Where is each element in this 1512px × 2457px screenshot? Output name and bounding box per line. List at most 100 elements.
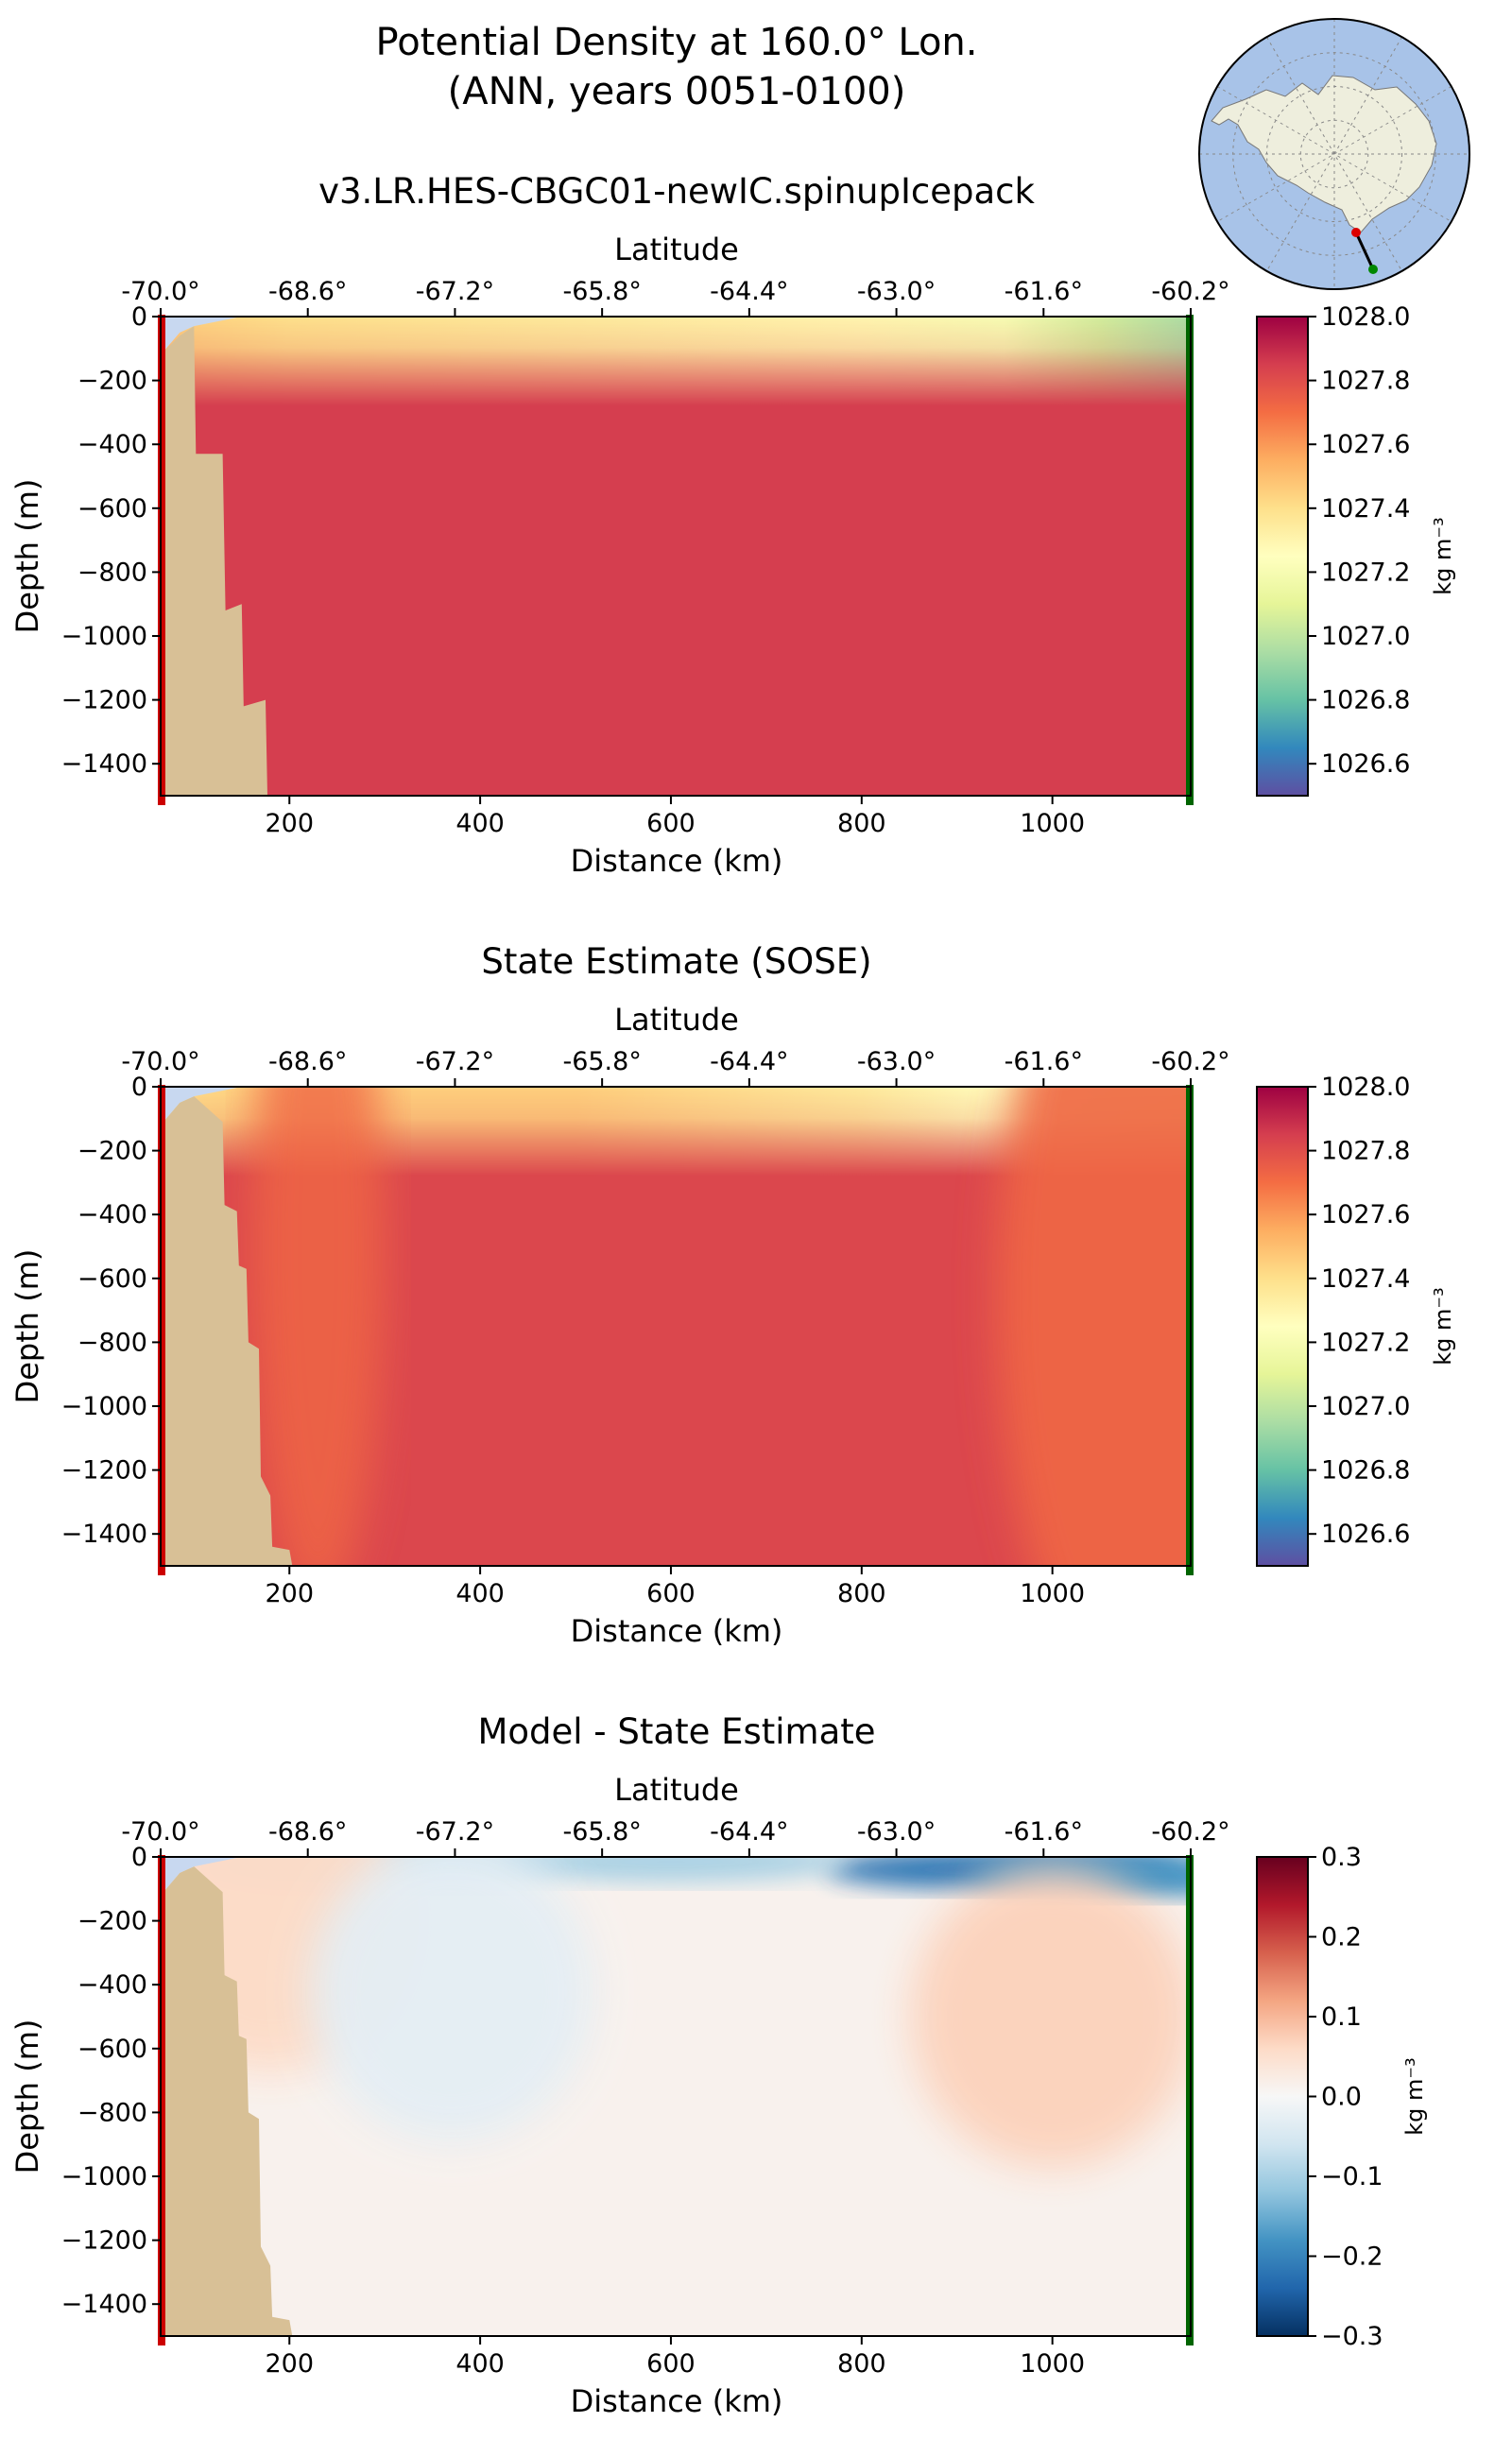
y-tick-label: −400 xyxy=(77,430,147,459)
latitude-axis-title: Latitude xyxy=(614,1002,739,1038)
y-axis-title: Depth (m) xyxy=(9,479,45,634)
lat-tick-label: -65.8° xyxy=(562,277,641,306)
chart-panel-3: Model - State Estimate Latitude 200 400 600 8… xyxy=(9,1711,1428,2419)
chart-panel-2: State Estimate (SOSE) Latitude 200 400 600 80… xyxy=(9,941,1456,1649)
density-field xyxy=(161,317,1191,796)
panel-title: v3.LR.HES-CBGC01-newIC.spinupIcepack xyxy=(318,171,1035,212)
lat-tick-label: -63.0° xyxy=(857,1817,936,1847)
figure-title-line1: Potential Density at 160.0° Lon. xyxy=(376,21,978,64)
colorbar-tick-label: 0.2 xyxy=(1321,1923,1362,1952)
lat-tick-label: -67.2° xyxy=(416,1817,494,1847)
section-line xyxy=(1354,232,1375,270)
colorbar-tick-label: 1027.8 xyxy=(1321,1137,1410,1166)
colorbar-gradient xyxy=(1256,1856,1309,2337)
y-tick-label: −800 xyxy=(77,558,147,587)
ice-shelf-gap xyxy=(161,317,242,355)
density-field xyxy=(161,1087,1191,1566)
x-tick-label: 400 xyxy=(455,2349,505,2379)
y-tick-label: −1400 xyxy=(61,1520,147,1549)
lat-tick-label: -61.6° xyxy=(1005,1817,1083,1847)
section-start-dot xyxy=(1351,228,1361,237)
bathymetry-shelf xyxy=(161,1866,293,2336)
panel-title: State Estimate (SOSE) xyxy=(481,941,871,982)
bathymetry-shelf xyxy=(161,326,267,796)
y-tick-label: −1200 xyxy=(61,1456,147,1486)
y-tick-label: −800 xyxy=(77,1328,147,1357)
y-tick-label: −600 xyxy=(77,1264,147,1294)
colorbar-tick-label: 1026.6 xyxy=(1321,1520,1410,1549)
x-tick-label: 1000 xyxy=(1020,809,1085,838)
colorbar-tick-label: 1026.8 xyxy=(1321,686,1410,715)
lat-tick-label: -63.0° xyxy=(857,277,936,306)
lat-tick-label: -60.2° xyxy=(1151,1047,1229,1076)
latitude-axis-title: Latitude xyxy=(614,232,739,267)
y-tick-label: −400 xyxy=(77,1970,147,2000)
x-tick-label: 800 xyxy=(837,1579,886,1608)
colorbar: 1028.0 1027.8 1027.6 1027.4 1027.2 1027.0 1026… xyxy=(1256,1073,1456,1567)
colorbar-tick-label: 0.1 xyxy=(1321,2002,1362,2032)
x-tick-label: 600 xyxy=(646,2349,696,2379)
x-tick-label: 600 xyxy=(646,809,696,838)
x-axis-title: Distance (km) xyxy=(571,1613,783,1649)
colorbar: 1028.0 1027.8 1027.6 1027.4 1027.2 1027.0 1026… xyxy=(1256,302,1456,797)
figure-title-line2: (ANN, years 0051-0100) xyxy=(448,70,906,113)
lat-tick-label: -67.2° xyxy=(416,277,494,306)
lat-tick-label: -60.2° xyxy=(1151,277,1229,306)
x-axis-title: Distance (km) xyxy=(571,2383,783,2419)
x-tick-label: 400 xyxy=(455,809,505,838)
colorbar-tick-label: 1028.0 xyxy=(1321,1073,1410,1102)
colorbar-units: kg m⁻³ xyxy=(1430,1287,1456,1365)
lat-tick-label: -68.6° xyxy=(268,1047,347,1076)
lat-tick-label: -70.0° xyxy=(121,277,199,306)
colorbar-tick-label: 1026.8 xyxy=(1321,1456,1410,1486)
difference-feature-6 xyxy=(910,1865,1191,2168)
colorbar-tick-label: −0.3 xyxy=(1321,2322,1383,2351)
colorbar-gradient xyxy=(1256,1086,1309,1567)
colorbar-units: kg m⁻³ xyxy=(1430,517,1456,594)
x-tick-label: 200 xyxy=(265,1579,314,1608)
ice-shelf-gap xyxy=(161,1087,242,1125)
lat-tick-label: -70.0° xyxy=(121,1047,199,1076)
x-tick-label: 1000 xyxy=(1020,2349,1085,2379)
colorbar-tick-label: −0.1 xyxy=(1321,2162,1383,2191)
y-tick-label: −1000 xyxy=(61,2162,147,2191)
colorbar-tick-label: 1026.6 xyxy=(1321,749,1410,779)
latitude-axis-title: Latitude xyxy=(614,1772,739,1808)
x-tick-label: 800 xyxy=(837,809,886,838)
difference-feature-7 xyxy=(309,1857,593,2142)
colorbar-tick-label: 1028.0 xyxy=(1321,302,1410,332)
lat-tick-label: -64.4° xyxy=(710,277,788,306)
colorbar-tick-label: 0.3 xyxy=(1321,1843,1362,1872)
plot-frame xyxy=(160,1086,1192,1567)
colorbar-tick-label: 1027.6 xyxy=(1321,1200,1410,1229)
x-tick-label: 600 xyxy=(646,1579,696,1608)
colorbar-gradient xyxy=(1256,316,1309,797)
plot-frame xyxy=(160,1856,1192,2337)
y-tick-label: −600 xyxy=(77,494,147,524)
surface-layer xyxy=(161,317,1191,406)
section-end-dot xyxy=(1368,265,1378,274)
y-tick-label: −1000 xyxy=(61,1392,147,1421)
colorbar-tick-label: 1027.4 xyxy=(1321,1264,1410,1294)
y-tick-label: −200 xyxy=(77,1137,147,1166)
colorbar: 0.3 0.2 0.1 0.0 −0.1 −0.2 −0.3 kg m⁻³ xyxy=(1256,1843,1428,2351)
lat-tick-label: -65.8° xyxy=(562,1047,641,1076)
lat-tick-label: -61.6° xyxy=(1005,277,1083,306)
x-tick-label: 1000 xyxy=(1020,1579,1085,1608)
y-axis-title: Depth (m) xyxy=(9,1249,45,1404)
colorbar-tick-label: 1027.4 xyxy=(1321,494,1410,524)
lat-tick-label: -70.0° xyxy=(121,1817,199,1847)
x-tick-label: 200 xyxy=(265,809,314,838)
colorbar-tick-label: 1027.2 xyxy=(1321,1328,1410,1357)
y-tick-label: 0 xyxy=(131,302,147,332)
y-tick-label: −1400 xyxy=(61,2290,147,2319)
colorbar-tick-label: 1027.6 xyxy=(1321,430,1410,459)
lat-tick-label: -64.4° xyxy=(710,1817,788,1847)
difference-feature-3 xyxy=(491,1857,850,1883)
ice-shelf-gap xyxy=(161,1857,242,1896)
lat-tick-label: -65.8° xyxy=(562,1817,641,1847)
meridian-line xyxy=(1266,36,1402,272)
chart-panel-1: v3.LR.HES-CBGC01-newIC.spinupIcepack Lati… xyxy=(9,171,1456,879)
lat-tick-label: -60.2° xyxy=(1151,1817,1229,1847)
